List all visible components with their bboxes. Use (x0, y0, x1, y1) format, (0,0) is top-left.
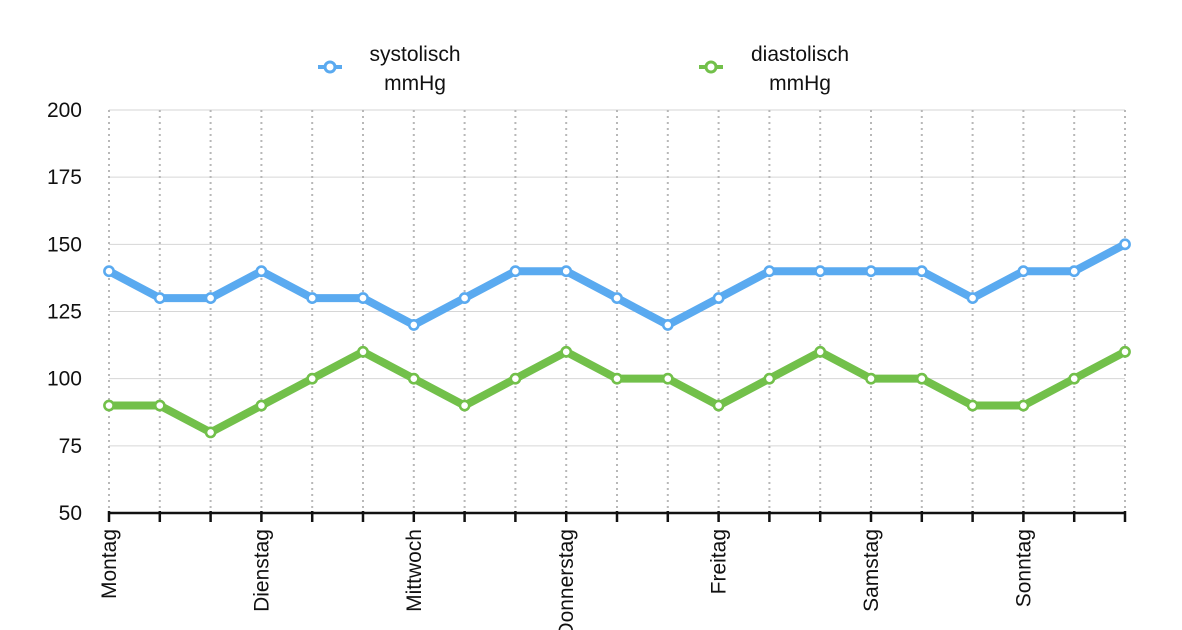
series-2 (103, 345, 1131, 439)
data-point[interactable] (103, 265, 115, 278)
legend-label: mmHg (384, 72, 446, 95)
data-point[interactable] (915, 265, 928, 278)
y-tick-label: 100 (47, 368, 82, 391)
data-point[interactable] (103, 399, 115, 412)
data-point[interactable] (1068, 372, 1081, 385)
data-point[interactable] (712, 292, 725, 304)
data-point[interactable] (255, 265, 268, 278)
data-point[interactable] (407, 372, 420, 385)
legend-marker (704, 60, 718, 74)
data-point[interactable] (357, 292, 369, 304)
legend-item-1[interactable]: systolisch mmHg (318, 43, 461, 95)
data-point[interactable] (763, 265, 776, 278)
data-point[interactable] (763, 372, 776, 385)
x-tick-label: Montag (98, 529, 121, 599)
data-point[interactable] (458, 292, 471, 304)
data-point[interactable] (407, 319, 420, 331)
data-point[interactable] (712, 399, 725, 412)
x-tick-label: Freitag (708, 529, 731, 594)
data-point[interactable] (966, 399, 979, 412)
data-point[interactable] (204, 292, 217, 304)
data-point[interactable] (1119, 238, 1131, 251)
data-point[interactable] (611, 372, 623, 385)
series-1 (103, 238, 1131, 331)
data-point[interactable] (509, 372, 522, 385)
data-point[interactable] (357, 345, 369, 358)
data-point[interactable] (1017, 265, 1030, 278)
x-tick-label: Sonntag (1012, 529, 1035, 607)
y-tick-label: 175 (47, 166, 82, 189)
legend-label: systolisch (369, 43, 460, 66)
y-tick-label: 200 (47, 99, 82, 122)
legend[interactable]: systolisch mmHg diastolisch mmHg (318, 43, 849, 95)
x-tick-label: Mittwoch (403, 529, 426, 612)
x-tick-label: Donnerstag (555, 529, 578, 630)
x-tick-label: Dienstag (250, 529, 273, 612)
data-point[interactable] (509, 265, 522, 278)
data-point[interactable] (306, 372, 319, 385)
data-point[interactable] (661, 372, 674, 385)
data-point[interactable] (1017, 399, 1030, 412)
data-point[interactable] (255, 399, 268, 412)
y-tick-label: 50 (59, 502, 82, 525)
data-point[interactable] (560, 265, 573, 278)
series-lines (103, 238, 1131, 439)
data-point[interactable] (966, 292, 979, 304)
data-point[interactable] (1068, 265, 1081, 278)
data-point[interactable] (560, 345, 573, 358)
data-point[interactable] (865, 265, 877, 278)
data-point[interactable] (153, 292, 166, 304)
y-tick-label: 125 (47, 301, 82, 324)
data-point[interactable] (611, 292, 623, 304)
data-point[interactable] (814, 345, 827, 358)
data-point[interactable] (153, 399, 166, 412)
data-point[interactable] (814, 265, 827, 278)
data-point[interactable] (306, 292, 319, 304)
x-tick-label: Samstag (860, 529, 883, 612)
data-point[interactable] (458, 399, 471, 412)
legend-label: diastolisch (751, 43, 849, 66)
legend-label: mmHg (769, 72, 831, 95)
data-point[interactable] (865, 372, 877, 385)
data-point[interactable] (204, 426, 217, 439)
y-tick-label: 75 (59, 435, 82, 458)
grid (108, 109, 1126, 513)
data-point[interactable] (1119, 345, 1131, 358)
data-point[interactable] (915, 372, 928, 385)
axes: 50 75 100 125 150 175 200 Montag Dienstag Mittwoc… (47, 99, 1127, 630)
legend-marker (323, 60, 337, 74)
y-tick-label: 150 (47, 233, 82, 256)
legend-item-2[interactable]: diastolisch mmHg (699, 43, 849, 95)
data-point[interactable] (661, 319, 674, 331)
